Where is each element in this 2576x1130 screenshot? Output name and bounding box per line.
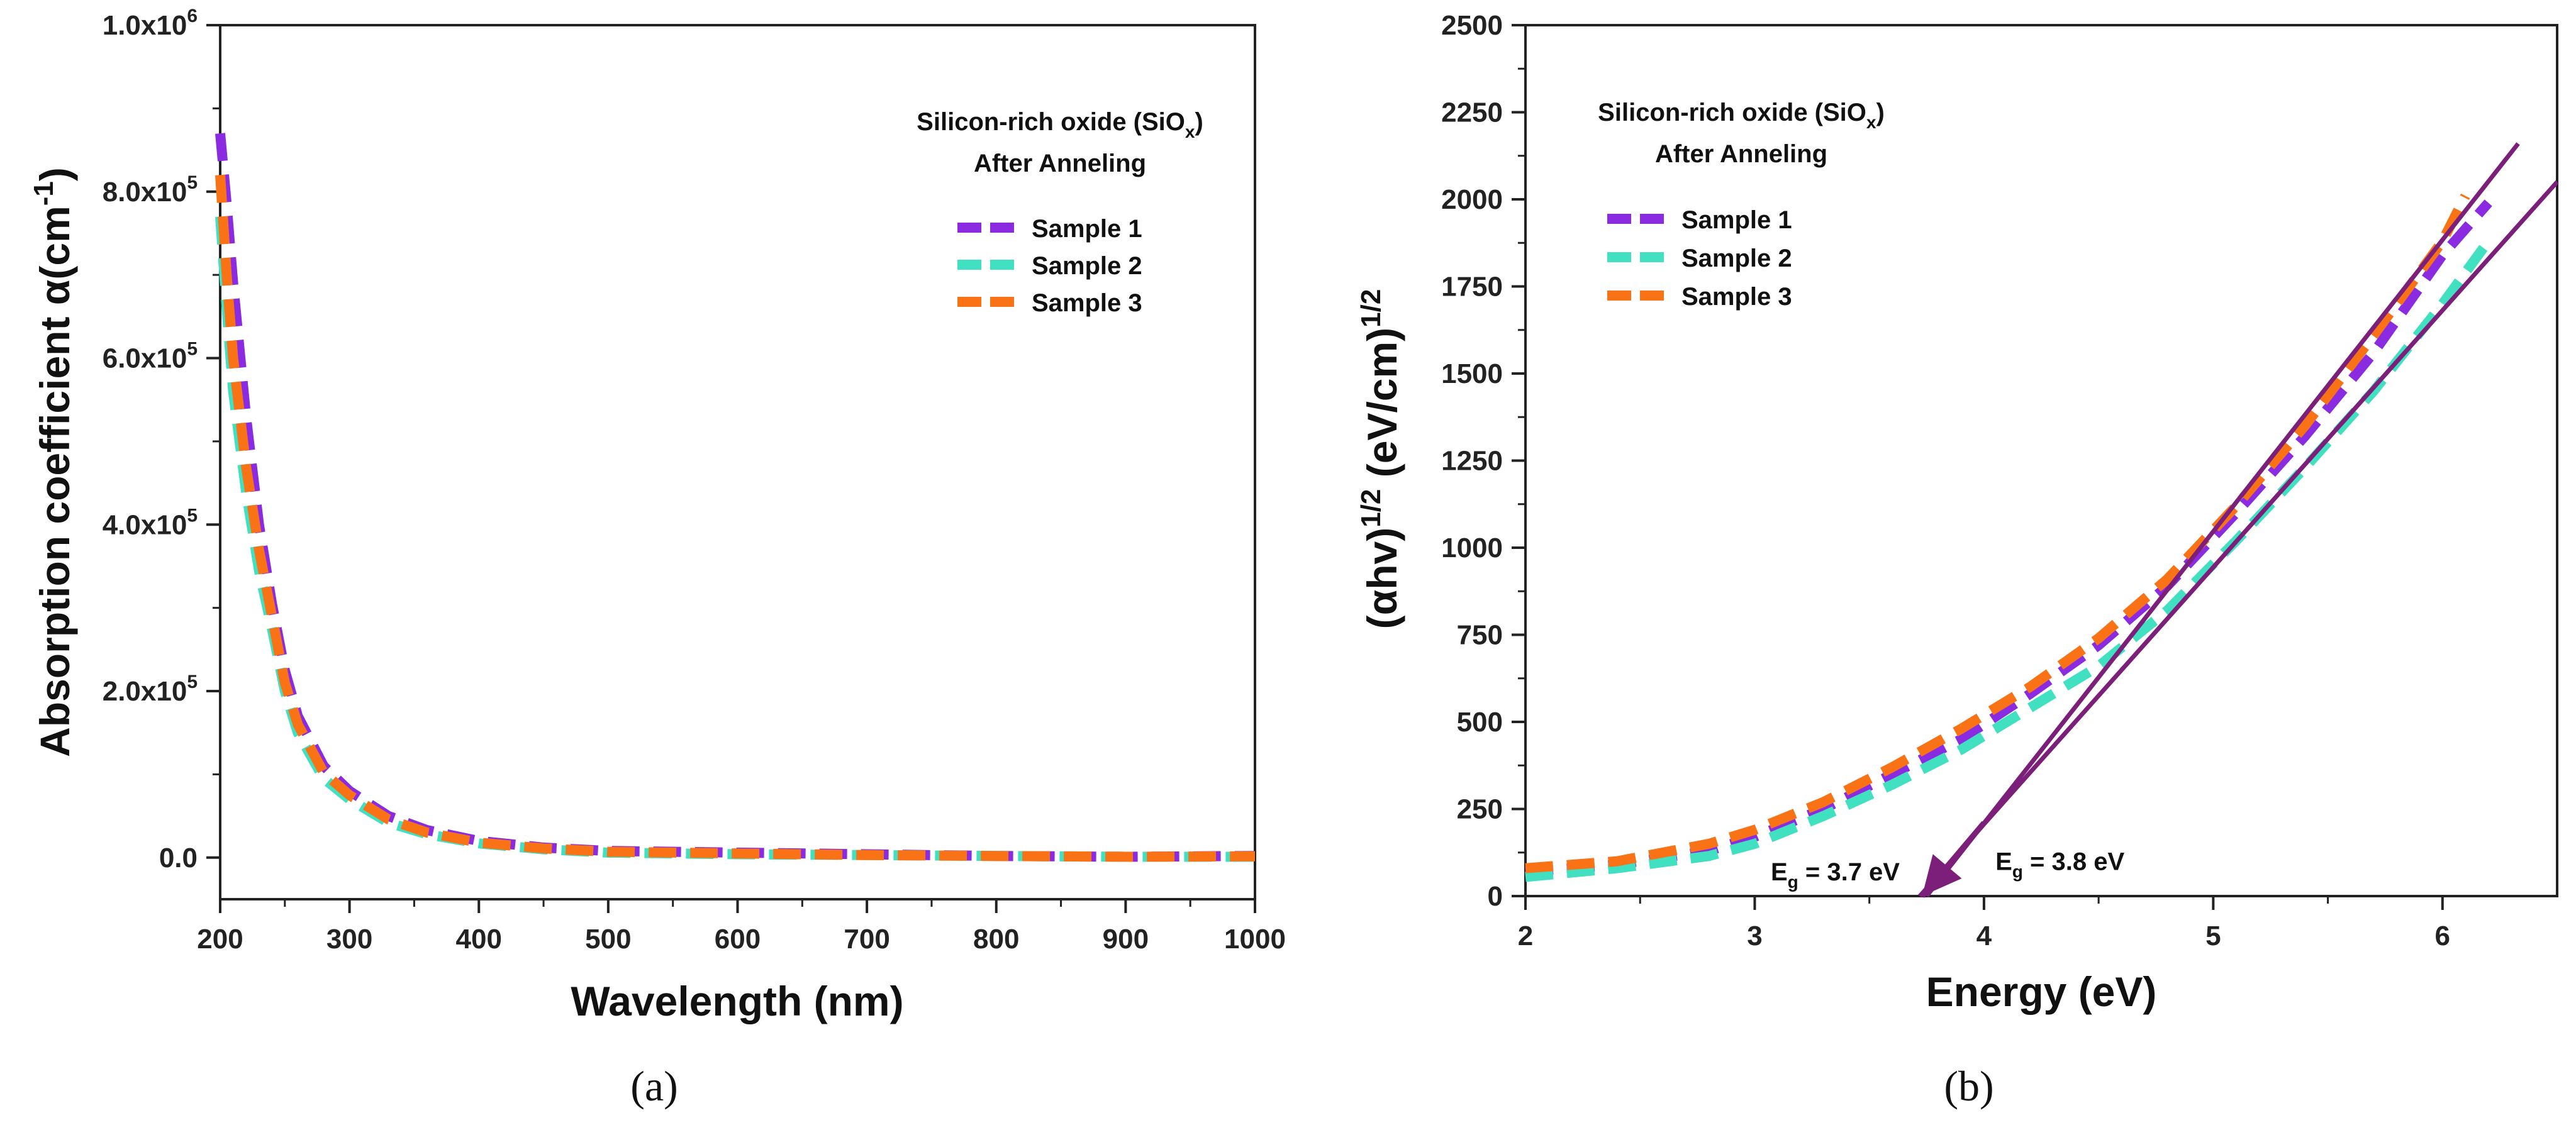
panel-b-y-axis-title-sup2: 1/2 <box>1356 289 1386 328</box>
panel-a-y-tick-label-base-4: 8.0x10 <box>103 177 187 208</box>
panel-b-y-tick-label-2: 500 <box>1457 707 1503 738</box>
panel-a-x-tick-label-8: 1000 <box>1224 924 1286 955</box>
panel-b-annotation-eg-3-8-E: E <box>1995 848 2012 875</box>
panel-a-y-tick-label-base-5: 1.0x10 <box>103 10 187 41</box>
panel-a-y-axis-title: Absorption coefficient α(cm-1) <box>28 167 78 757</box>
panel-b-y-axis-title-main: (αhv) <box>1359 528 1405 629</box>
panel-a-y-axis-title-sup: -1 <box>28 181 59 206</box>
panel-b-series-3-line <box>1525 193 2470 873</box>
panel-a-x-tick-label-2: 400 <box>456 924 502 955</box>
panel-b-legend-subtitle: After Anneling <box>1655 140 1827 168</box>
panel-a-ticks: 200 300 400 500 600 700 800 900 10000.02.0x1054.… <box>103 6 1286 955</box>
panel-b-legend-label-sample2: Sample 2 <box>1681 245 1792 272</box>
panel-a-series-3-line <box>215 174 1256 862</box>
panel-a-legend-title: Silicon-rich oxide (SiOx) <box>917 108 1203 141</box>
panel-a-y-tick-label-exp-3: 5 <box>187 339 198 360</box>
panel-a-legend-label-sample1: Sample 1 <box>1032 215 1142 243</box>
panel-a-x-tick-label-6: 800 <box>973 924 1019 955</box>
panel-a-x-tick-label-1: 300 <box>326 924 372 955</box>
panel-a-legend-title-tail: ) <box>1195 108 1203 136</box>
panel-b-y-tick-label-6: 1500 <box>1441 358 1503 389</box>
panel-b-series-2-line <box>1525 238 2493 882</box>
panel-b-x-tick-label-4: 6 <box>2435 921 2450 951</box>
panel-b-x-tick-label-0: 2 <box>1518 921 1533 951</box>
panel-b-legend: Silicon-rich oxide (SiOx) After Anneling… <box>1598 99 1885 311</box>
panel-b-fit-line-2 <box>1918 180 2559 898</box>
panel-b-annotation-eg-3-7-tail: = 3.7 eV <box>1798 858 1900 886</box>
panel-b-caption: (b) <box>1944 1062 1993 1110</box>
panel-a-y-tick-label-base-1: 2.0x10 <box>103 676 187 707</box>
panel-b-ticks: 2 3 4 5 6 0 250 500 750 1000 1250 1500 1750 2000 2250 2… <box>1441 10 2450 951</box>
panel-a-x-axis-title: Wavelength (nm) <box>571 978 903 1024</box>
panel-b-legend-title: Silicon-rich oxide (SiOx) <box>1598 99 1885 132</box>
panel-a-x-tick-label-7: 900 <box>1103 924 1149 955</box>
panel-a-x-tick-label-5: 700 <box>844 924 889 955</box>
panel-a-legend: Silicon-rich oxide (SiOx) After Anneling… <box>917 108 1203 317</box>
panel-b-y-tick-label-8: 2000 <box>1441 184 1503 215</box>
panel-b-arrow-head <box>1922 854 1962 896</box>
panel-b-y-tick-label-10: 2500 <box>1441 10 1503 41</box>
panel-b-legend-title-main: Silicon-rich oxide (SiO <box>1598 99 1866 126</box>
panel-a-y-tick-label-base-2: 4.0x10 <box>103 509 187 540</box>
panel-b-y-axis-title: (αhv)1/2 (eV/cm)1/2 <box>1356 289 1405 629</box>
panel-a-legend-label-sample3: Sample 3 <box>1032 289 1142 317</box>
panel-b-y-tick-label-3: 750 <box>1457 620 1503 651</box>
panel-a-x-tick-label-0: 200 <box>197 924 243 955</box>
panel-a-legend-title-main: Silicon-rich oxide (SiO <box>917 108 1185 136</box>
panel-a-y-tick-label-0: 0.0 <box>159 843 198 873</box>
panel-b: 2 3 4 5 6 0 250 500 750 1000 1250 1500 1750 2000 2250 2… <box>1356 10 2559 1110</box>
panel-a-y-axis-title-tail: ) <box>31 167 78 181</box>
panel-b-legend-title-tail: ) <box>1876 99 1885 126</box>
panel-a-x-tick-label-3: 500 <box>585 924 631 955</box>
panel-b-annotation-eg-3-8-tail: = 3.8 eV <box>2023 848 2125 875</box>
panel-a-y-tick-label-4: 8.0x105 <box>103 172 198 208</box>
panel-b-y-axis-title-sup1: 1/2 <box>1356 489 1386 528</box>
panel-b-legend-label-sample1: Sample 1 <box>1681 206 1792 234</box>
panel-b-annotation-eg-3-7-E: E <box>1771 858 1788 886</box>
panel-b-series <box>1525 193 2493 882</box>
panel-b-annotation-eg-3-8-sub: g <box>2012 861 2023 881</box>
panel-a-y-tick-label-exp-2: 5 <box>187 505 198 526</box>
panel-a-y-tick-label-5: 1.0x106 <box>103 6 198 41</box>
panel-b-legend-title-sub: x <box>1866 113 1876 132</box>
panel-b-y-tick-label-7: 1750 <box>1441 272 1503 302</box>
panel-a-y-tick-label-exp-5: 6 <box>187 6 198 26</box>
panel-b-y-axis-title-mid: (eV/cm) <box>1359 328 1405 489</box>
panel-a-legend-label-sample2: Sample 2 <box>1032 252 1142 280</box>
panel-a-legend-title-sub: x <box>1185 122 1195 141</box>
panel-a-caption: (a) <box>630 1062 677 1110</box>
panel-b-annotation-eg-3-7-sub: g <box>1788 872 1798 892</box>
panel-b-y-tick-label-1: 250 <box>1457 794 1503 825</box>
panel-a-y-tick-label-exp-1: 5 <box>187 672 198 692</box>
panel-b-x-axis-title: Energy (eV) <box>1926 968 2157 1015</box>
panel-b-fit-line-1 <box>1925 142 2520 898</box>
panel-a-y-tick-label-2: 4.0x105 <box>103 505 198 540</box>
panel-b-annotation-eg-3-7: Eg = 3.7 eV <box>1771 858 1900 892</box>
panel-b-fit-lines <box>1918 142 2559 898</box>
panel-b-y-tick-label-5: 1250 <box>1441 446 1503 477</box>
panel-a-y-tick-label-exp-4: 5 <box>187 172 198 193</box>
panel-a-legend-subtitle: After Anneling <box>974 150 1146 177</box>
panel-a-series-1-line <box>215 133 1256 862</box>
panel-a-series <box>215 133 1256 862</box>
panel-b-x-tick-label-2: 4 <box>1977 921 1992 951</box>
panel-a-y-tick-label-3: 6.0x105 <box>103 339 198 374</box>
panel-b-x-tick-label-1: 3 <box>1747 921 1762 951</box>
panel-a: 200 300 400 500 600 700 800 900 10000.02.0x1054.… <box>28 6 1286 1110</box>
panel-b-y-tick-label-9: 2250 <box>1441 97 1503 128</box>
panel-a-y-tick-label-base-0: 0.0 <box>159 843 198 873</box>
panel-a-x-tick-label-4: 600 <box>715 924 761 955</box>
panel-b-legend-label-sample3: Sample 3 <box>1681 283 1792 311</box>
panel-b-annotation-eg-3-8: Eg = 3.8 eV <box>1995 848 2124 881</box>
panel-b-x-tick-label-3: 5 <box>2205 921 2221 951</box>
panel-b-y-tick-label-4: 1000 <box>1441 533 1503 563</box>
panel-b-series-1-line <box>1525 199 2492 877</box>
panel-a-y-tick-label-base-3: 6.0x10 <box>103 343 187 374</box>
panel-a-y-axis-title-main: Absorption coefficient α(cm <box>31 206 78 757</box>
panel-a-y-tick-label-1: 2.0x105 <box>103 672 198 707</box>
panel-b-y-tick-label-0: 0 <box>1488 881 1503 912</box>
